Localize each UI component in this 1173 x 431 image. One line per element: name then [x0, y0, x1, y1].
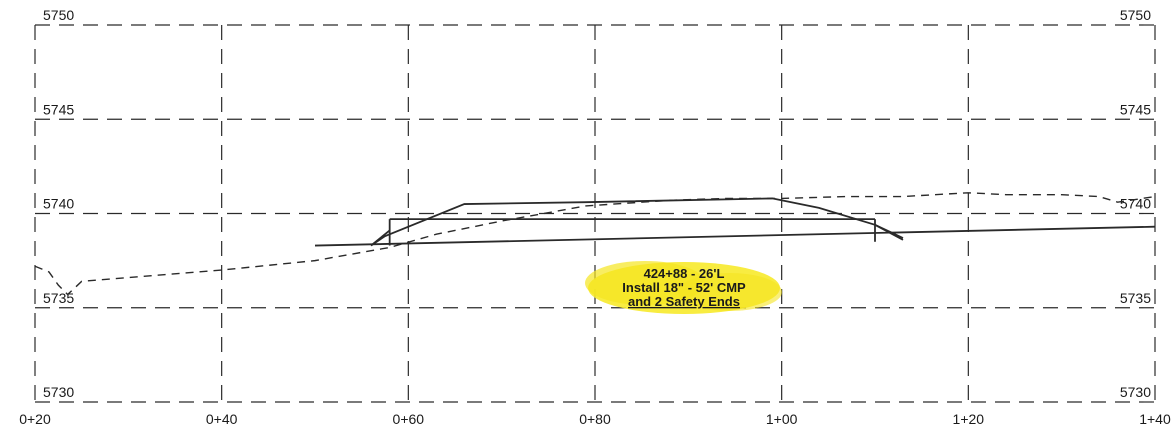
station-tick-label: 1+20: [953, 411, 985, 427]
note-line-2: Install 18" - 52' CMP: [622, 280, 746, 295]
existing-ground-line: [34, 192, 1156, 296]
annotation-highlight: [585, 261, 782, 314]
elevation-tick-label-left: 5740: [43, 196, 74, 212]
grid: [34, 24, 1156, 403]
elevation-labels-right: 5750 5745 5740 5735 5730: [1120, 7, 1151, 400]
elevation-tick-label-right: 5730: [1120, 384, 1151, 400]
station-tick-label: 1+00: [766, 411, 798, 427]
elevation-tick-label-left: 5730: [43, 384, 74, 400]
station-tick-label: 0+60: [393, 411, 425, 427]
elevation-tick-label-left: 5750: [43, 7, 74, 23]
highlight-blob-right: [678, 273, 782, 311]
profile-lines: [34, 192, 1156, 296]
culvert-flowline: [314, 225, 1156, 247]
highlight-blob-left: [585, 261, 705, 305]
station-tick-label: 0+80: [579, 411, 611, 427]
station-tick-label: 1+40: [1139, 411, 1171, 427]
note-line-3: and 2 Safety Ends: [628, 294, 740, 309]
elevation-tick-label-left: 5745: [43, 101, 74, 117]
proposed-section-line: [370, 197, 904, 247]
elevation-tick-label-right: 5745: [1120, 101, 1151, 117]
station-tick-label: 0+20: [19, 411, 51, 427]
elevation-tick-label-right: 5735: [1120, 290, 1151, 306]
culvert-note: 424+88 - 26'L Install 18" - 52' CMP and …: [622, 266, 746, 309]
elevation-tick-label-right: 5740: [1120, 196, 1151, 212]
elevation-tick-label-right: 5750: [1120, 7, 1151, 23]
station-tick-label: 0+40: [206, 411, 238, 427]
note-line-1: 424+88 - 26'L: [644, 266, 725, 281]
station-labels: 0+20 0+40 0+60 0+80 1+00 1+20 1+40: [19, 411, 1171, 427]
